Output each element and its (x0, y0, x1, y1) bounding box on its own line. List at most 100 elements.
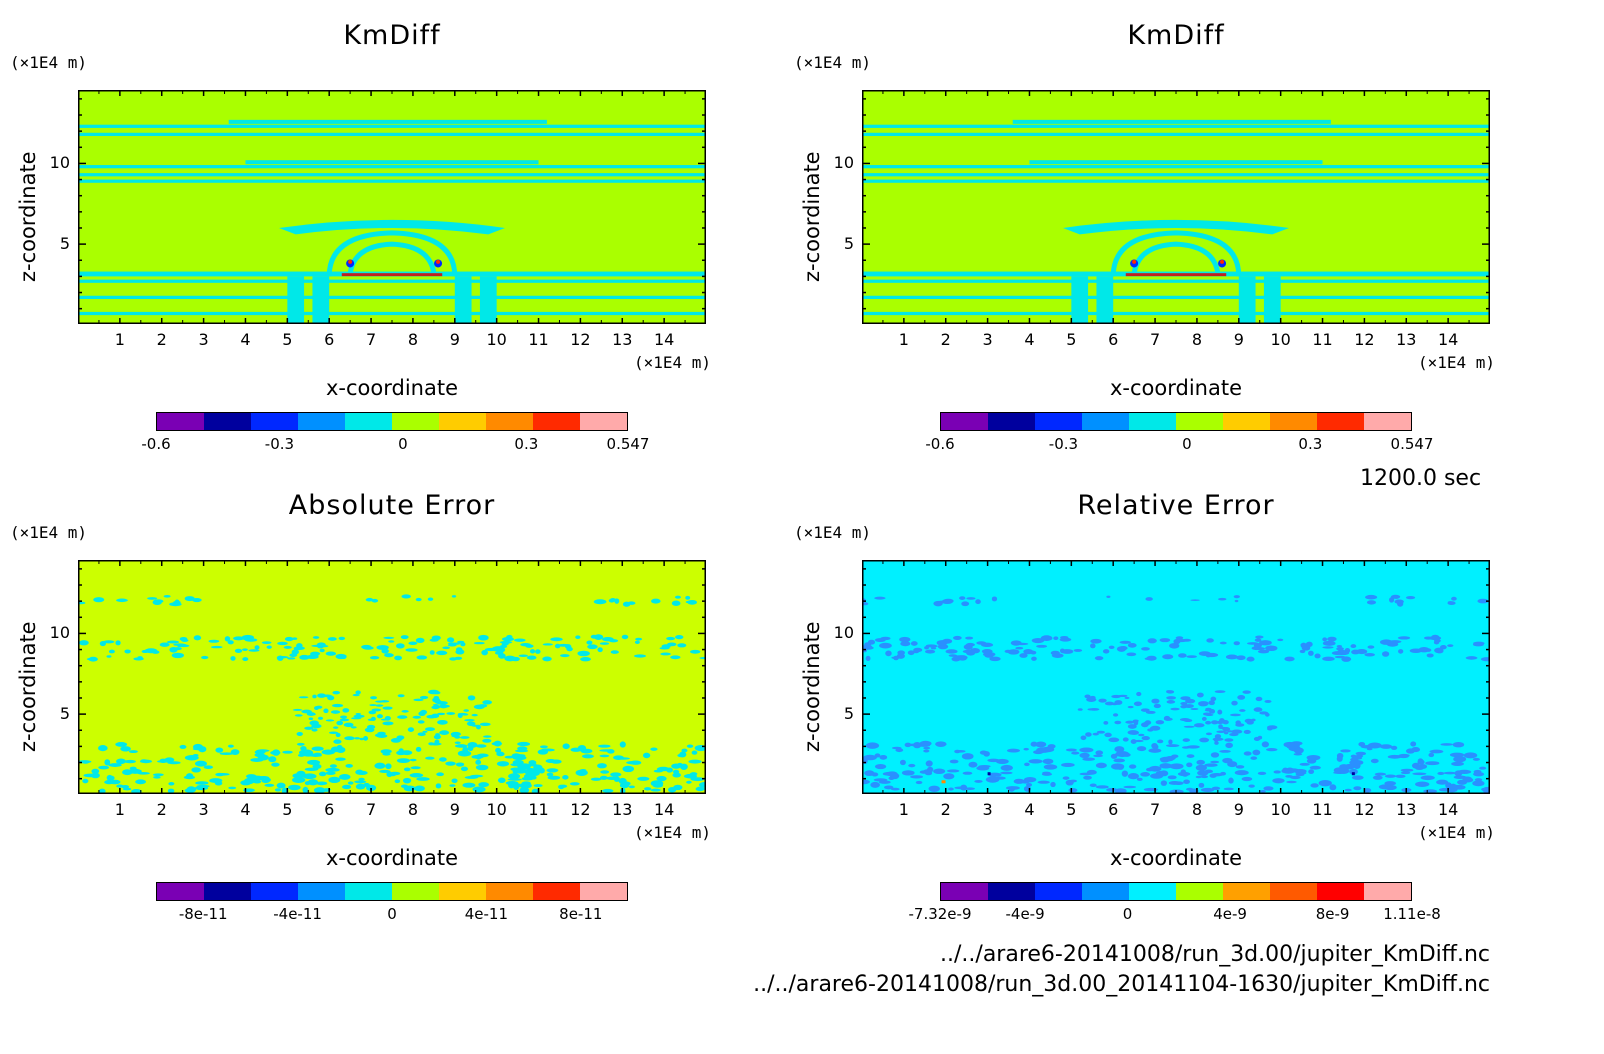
contour-spot (359, 737, 365, 741)
y-tick-label: 10 (49, 623, 70, 643)
contour-spot (981, 642, 994, 648)
contour-spot (1118, 694, 1128, 698)
colorbar-segment (1176, 413, 1223, 430)
contour-band (278, 219, 506, 235)
contour-band (78, 132, 706, 136)
contour-spot (677, 643, 687, 648)
x-tick-label: 6 (324, 330, 335, 349)
contour-spot (248, 649, 260, 652)
contour-spot (108, 763, 122, 767)
contour-spot (396, 758, 411, 764)
contour-spot (379, 769, 391, 773)
contour-spot (1372, 775, 1383, 780)
contour-spot (1438, 787, 1452, 792)
contour-spot (1166, 700, 1176, 704)
contour-spot (233, 636, 245, 641)
contour-spot (635, 637, 643, 641)
colorbar-label: 1.11e-8 (1383, 905, 1441, 923)
colorbar-label: -0.6 (141, 435, 171, 453)
x-axis-label: x-coordinate (325, 376, 458, 400)
contour-spot (1026, 650, 1035, 653)
contour-band (78, 279, 706, 283)
contour-spot (1190, 707, 1199, 711)
colorbar-segment (580, 413, 627, 430)
contour-spot (1261, 741, 1270, 748)
contour-spot (923, 746, 931, 750)
contour-spot (409, 758, 417, 762)
contour-spot (483, 735, 492, 738)
contour-spot (104, 759, 111, 766)
contour-spot (384, 653, 394, 658)
contour-spot (1252, 749, 1261, 756)
contour-spot (865, 655, 871, 662)
contour-spot (1130, 739, 1137, 745)
contour-spot (332, 746, 346, 752)
x-tick-label: 10 (1270, 800, 1291, 819)
contour-spot (365, 597, 374, 602)
contour-spot (473, 641, 485, 645)
contour-spot (298, 696, 309, 699)
contour-spot (1341, 656, 1352, 662)
colorbar-segment (1082, 883, 1129, 900)
contour-spot (1477, 598, 1489, 604)
contour-svg (78, 560, 706, 794)
contour-spot (1175, 636, 1184, 640)
contour-spot (308, 717, 314, 721)
contour-spot (1198, 702, 1209, 707)
contour-spot (191, 767, 201, 773)
contour-spot (1340, 749, 1351, 753)
contour-band (454, 276, 472, 324)
contour-spot (409, 773, 424, 778)
contour-spot (243, 777, 255, 785)
contour-spot (415, 637, 425, 643)
contour-spot (394, 779, 401, 784)
contour-spot (314, 706, 319, 711)
contour-spot (1211, 786, 1221, 790)
contour-spot (339, 773, 351, 780)
contour-spot (435, 783, 442, 789)
contour-spot (1151, 742, 1158, 749)
contour-spot (396, 735, 405, 740)
contour-spot (964, 787, 976, 791)
contour-spot (1132, 719, 1139, 723)
contour-spot (352, 693, 360, 697)
contour-spot (1116, 764, 1124, 770)
contour-spot (671, 600, 681, 606)
contour-band (228, 119, 547, 124)
contour-spot (454, 744, 468, 748)
contour-spot (1426, 653, 1434, 658)
contour-spot (587, 644, 598, 650)
contour-spot (276, 655, 284, 661)
contour-spot (899, 636, 911, 643)
contour-spot (1008, 786, 1015, 792)
contour-spot (339, 718, 350, 722)
contour-spot (554, 643, 561, 649)
contour-spot (354, 737, 360, 740)
contour-spot (1322, 640, 1336, 646)
contour-spot (685, 595, 691, 600)
contour-spot (597, 763, 607, 769)
contour-spot (394, 655, 403, 661)
contour-spot (1219, 749, 1231, 753)
contour-spot (628, 785, 635, 789)
y-unit-label: (×1E4 m) (794, 53, 872, 72)
contour-spot (397, 694, 405, 698)
contour-spot (1365, 594, 1378, 600)
contour-spot (153, 775, 161, 779)
contour-spot (244, 638, 258, 642)
contour-spot (1069, 779, 1078, 783)
contour-spot (560, 654, 570, 658)
x-tick-label: 4 (1024, 800, 1035, 819)
contour-spot (622, 601, 631, 607)
contour-spot (1210, 773, 1224, 777)
contour-spot (338, 636, 346, 641)
contour-spot (1353, 762, 1361, 770)
y-tick-label: 10 (833, 623, 854, 643)
x-tick-label: 7 (365, 800, 377, 819)
contour-spot (1104, 732, 1112, 738)
contour-spot (1031, 656, 1037, 661)
x-tick-label: 9 (449, 800, 460, 819)
contour-spot (1090, 643, 1096, 649)
contour-spot (511, 783, 522, 788)
contour-spot (1420, 775, 1435, 781)
